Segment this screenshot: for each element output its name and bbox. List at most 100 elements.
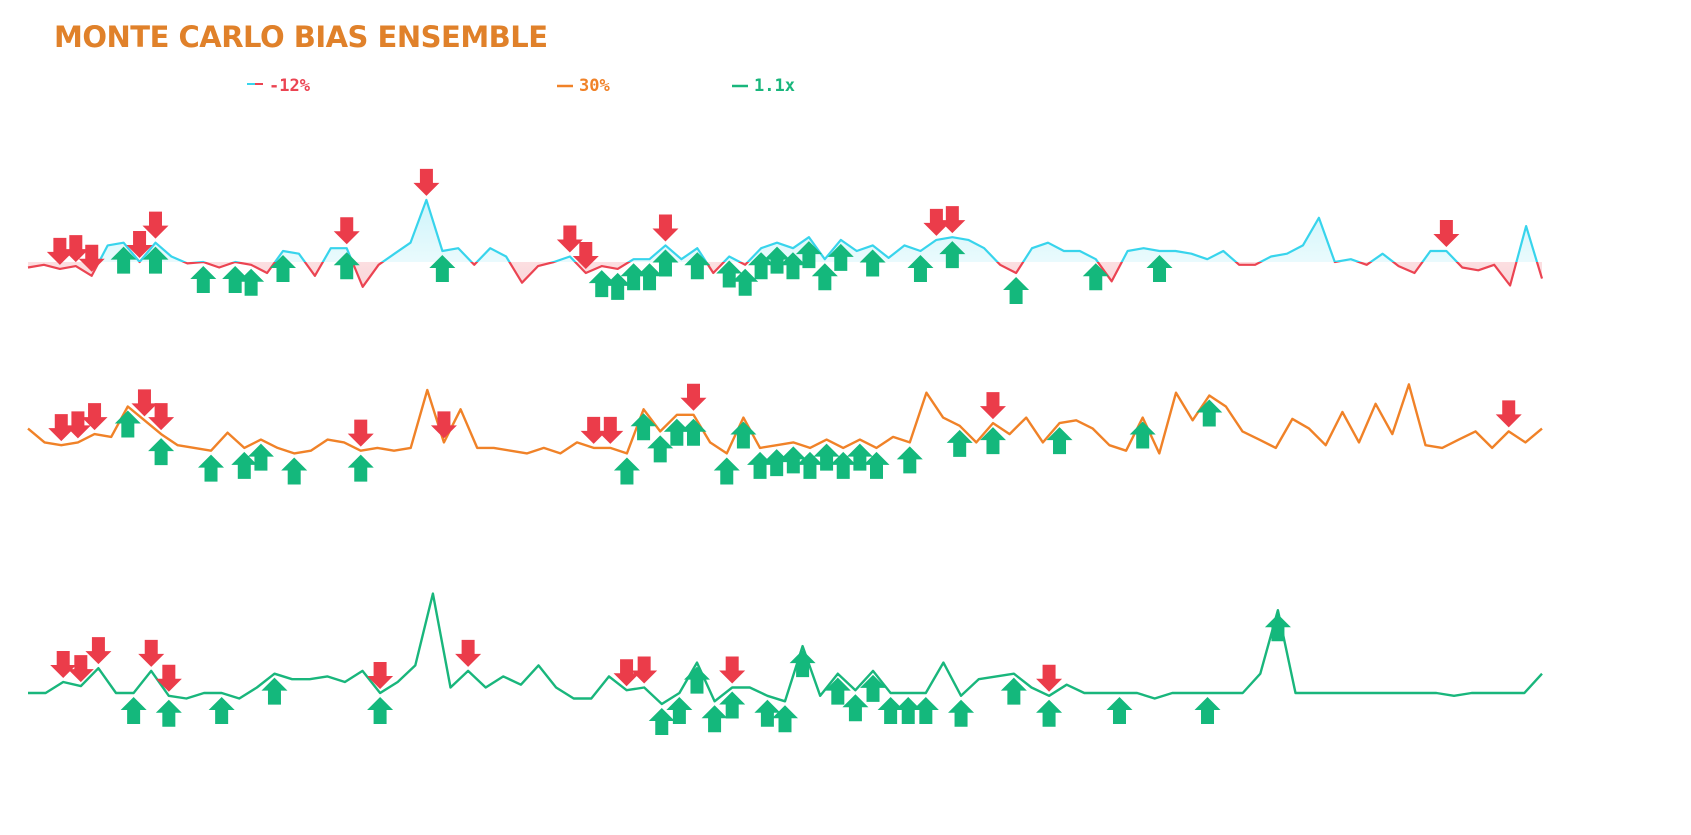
signal-up-arrow (1264, 614, 1291, 642)
signal-up-arrow (647, 435, 674, 463)
legend-item-1-1x[interactable]: 1.1x (732, 76, 795, 96)
signal-up-arrow (939, 241, 966, 269)
signal-up-arrow (142, 246, 169, 274)
signal-up-arrow (1003, 277, 1030, 305)
legend-label: -12% (269, 76, 310, 96)
cyan-red-line-icon (247, 83, 263, 85)
signal-down-arrow (556, 225, 583, 253)
signal-up-arrow (247, 443, 274, 471)
signal-up-arrow (754, 699, 781, 727)
signal-up-arrow (1196, 399, 1223, 427)
signal-up-arrow (630, 413, 657, 441)
signal-down-arrow (50, 650, 77, 678)
series-2-group (27, 383, 1543, 485)
signal-up-arrow (877, 697, 904, 724)
signal-up-arrow (946, 429, 973, 457)
signal-down-arrow (67, 655, 94, 683)
signal-down-arrow (64, 411, 91, 439)
signal-down-arrow (979, 392, 1006, 420)
signal-up-arrow (114, 410, 141, 438)
signal-up-arrow (763, 449, 790, 477)
signal-up-arrow (222, 266, 249, 293)
green-line-icon (732, 84, 748, 88)
chart-title: MONTE CARLO BIAS ENSEMBLE (54, 20, 548, 54)
signal-down-arrow (81, 403, 108, 431)
signal-up-arrow (859, 249, 886, 277)
signal-down-arrow (1036, 664, 1063, 692)
signal-down-arrow (1433, 219, 1460, 247)
signal-down-arrow (580, 416, 607, 444)
signal-up-arrow (824, 677, 851, 705)
signal-down-arrow (85, 637, 112, 665)
signal-up-arrow (842, 694, 869, 722)
signal-up-arrow (827, 243, 854, 271)
signal-down-arrow (455, 639, 482, 667)
signal-up-arrow (795, 241, 822, 269)
signal-up-arrow (789, 650, 816, 678)
signal-up-arrow (830, 451, 857, 479)
signal-up-arrow (779, 252, 806, 280)
signal-up-arrow (110, 246, 137, 274)
signal-up-arrow (588, 270, 615, 298)
signal-down-arrow (148, 403, 175, 431)
signal-up-arrow (231, 451, 258, 479)
signal-up-arrow (347, 454, 374, 482)
signal-up-arrow (979, 427, 1006, 455)
signal-up-arrow (1146, 254, 1173, 282)
signal-up-arrow (367, 697, 394, 724)
signal-up-arrow (863, 451, 890, 479)
signal-up-arrow (680, 418, 707, 446)
signal-up-arrow (208, 697, 235, 724)
signal-down-arrow (597, 416, 624, 444)
signal-down-arrow (78, 244, 105, 272)
series-line (28, 592, 1543, 706)
signal-up-arrow (1046, 427, 1073, 455)
signal-up-arrow (120, 697, 147, 724)
series-3-group (28, 592, 1543, 736)
orange-line-icon (557, 84, 573, 88)
signal-up-arrow (1082, 263, 1109, 291)
signal-up-arrow (604, 272, 631, 300)
signal-down-arrow (347, 419, 374, 447)
signal-up-arrow (1000, 677, 1027, 705)
signal-down-arrow (48, 414, 75, 442)
legend-item-neg12[interactable]: -12% (247, 76, 310, 96)
signal-up-arrow (813, 443, 840, 471)
signal-up-arrow (1106, 697, 1133, 724)
signal-down-arrow (1495, 400, 1522, 428)
signal-up-arrow (261, 677, 288, 705)
signal-up-arrow (155, 699, 182, 727)
signal-down-arrow (613, 659, 640, 687)
signal-up-arrow (648, 708, 675, 736)
legend-label: 1.1x (754, 76, 795, 96)
legend-item-30pct[interactable]: 30% (557, 76, 610, 96)
signal-up-arrow (907, 254, 934, 282)
signal-down-arrow (430, 411, 457, 439)
signal-down-arrow (138, 639, 165, 667)
signal-up-arrow (190, 266, 217, 293)
signal-up-arrow (429, 254, 456, 282)
signal-down-arrow (413, 168, 440, 196)
signal-down-arrow (155, 664, 182, 692)
signal-up-arrow (811, 263, 838, 291)
signal-down-arrow (131, 389, 158, 417)
signal-up-arrow (895, 697, 922, 724)
signal-up-arrow (764, 246, 791, 274)
series-1-group (27, 168, 1544, 305)
signal-down-arrow (939, 206, 966, 234)
signal-up-arrow (846, 443, 873, 471)
signal-up-arrow (912, 697, 939, 724)
signal-up-arrow (780, 446, 807, 474)
signal-up-arrow (747, 451, 774, 479)
signal-up-arrow (732, 268, 759, 296)
signal-down-arrow (46, 237, 73, 265)
signal-down-arrow (62, 235, 89, 263)
series-line (27, 383, 1543, 455)
series-line-above (97, 198, 1539, 262)
signal-up-arrow (701, 705, 728, 733)
signal-up-arrow (713, 457, 740, 485)
signal-up-arrow (238, 268, 265, 296)
signal-up-arrow (683, 666, 710, 694)
signal-up-arrow (860, 674, 887, 702)
